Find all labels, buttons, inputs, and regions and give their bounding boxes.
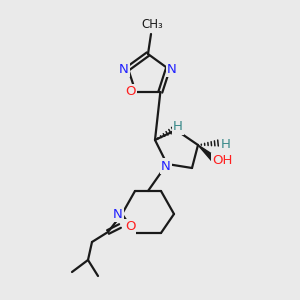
- Text: H: H: [221, 137, 231, 151]
- Text: N: N: [167, 63, 177, 76]
- Text: N: N: [161, 160, 171, 172]
- Text: O: O: [125, 220, 135, 233]
- Text: N: N: [119, 63, 129, 76]
- Text: O: O: [125, 85, 136, 98]
- Text: CH₃: CH₃: [141, 19, 163, 32]
- Text: OH: OH: [212, 154, 232, 167]
- Text: H: H: [173, 121, 183, 134]
- Polygon shape: [198, 145, 216, 161]
- Text: N: N: [113, 208, 123, 220]
